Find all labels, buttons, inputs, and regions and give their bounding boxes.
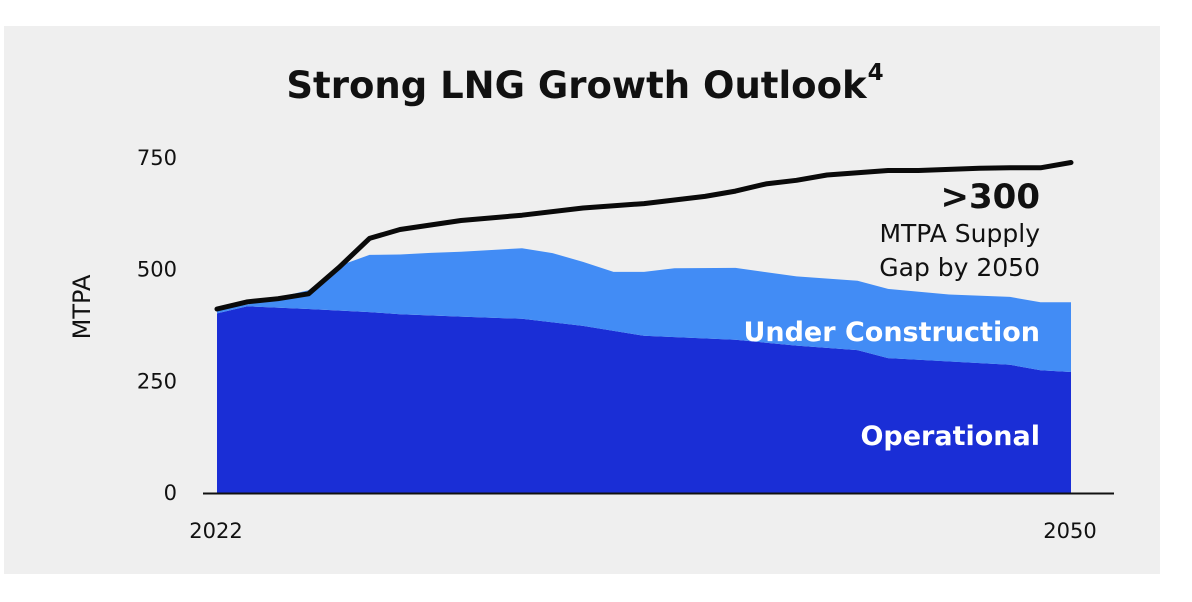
under-construction-label: Under Construction bbox=[743, 317, 1040, 348]
y-axis-label: MTPA bbox=[68, 274, 96, 339]
supply-gap-value: >300 bbox=[941, 177, 1040, 217]
supply-gap-line-1: MTPA Supply bbox=[879, 219, 1040, 248]
y-tick-label-250: 250 bbox=[137, 369, 177, 393]
x-tick-label-2050: 2050 bbox=[1043, 519, 1096, 543]
y-tick-label-0: 0 bbox=[164, 481, 177, 505]
operational-label: Operational bbox=[860, 421, 1040, 452]
chart-title-footnote: 4 bbox=[867, 60, 884, 86]
area-under-construction bbox=[217, 248, 1071, 372]
y-tick-label-750: 750 bbox=[137, 146, 177, 170]
chart-title-text: Strong LNG Growth Outlook bbox=[286, 64, 867, 107]
area-operational bbox=[217, 306, 1071, 493]
supply-gap-line-2: Gap by 2050 bbox=[879, 253, 1040, 282]
chart-title: Strong LNG Growth Outlook4 bbox=[0, 60, 1170, 107]
line-total-demand bbox=[214, 160, 1074, 312]
y-tick-label-500: 500 bbox=[137, 258, 177, 282]
x-tick-label-2022: 2022 bbox=[189, 519, 242, 543]
